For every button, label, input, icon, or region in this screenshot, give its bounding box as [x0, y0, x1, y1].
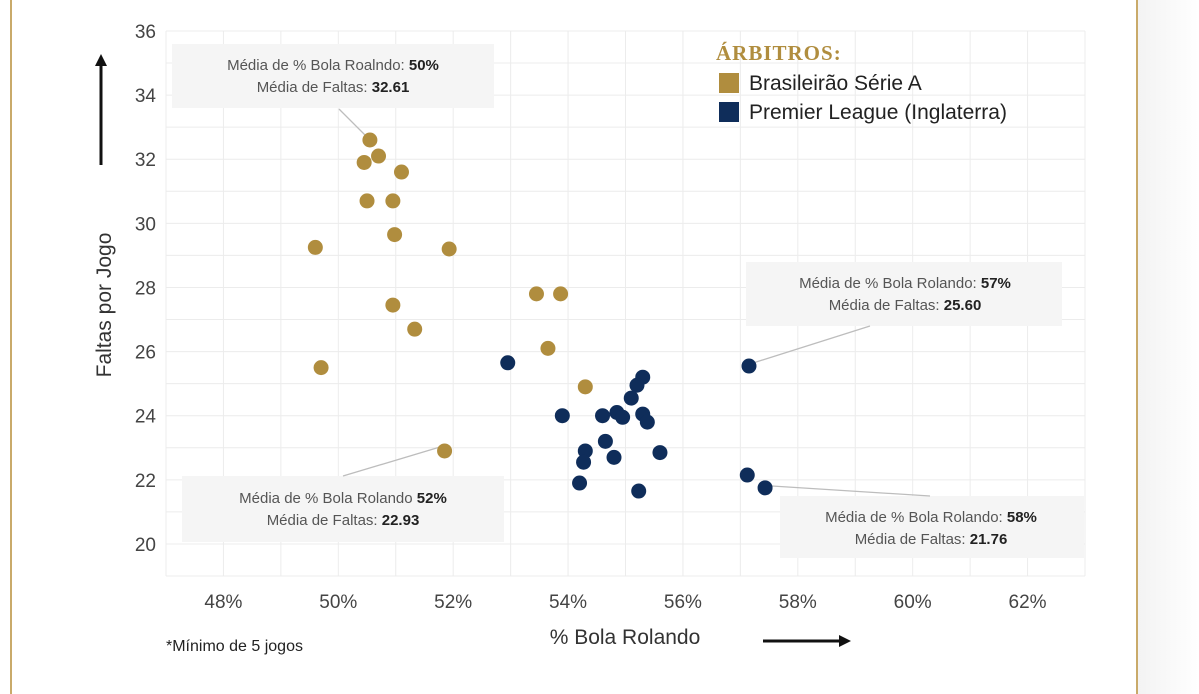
data-point-premier-league	[576, 454, 592, 470]
y-tick-label: 32	[135, 150, 156, 171]
annotation-line-1: Média de % Bola Rolando: 58%	[825, 509, 1037, 526]
annotation-line-2: Média de Faltas: 22.93	[267, 512, 420, 529]
data-point-brasileirao	[307, 239, 323, 255]
x-tick-label: 56%	[664, 592, 702, 613]
annotation-box	[780, 496, 1084, 558]
data-point-premier-league	[500, 355, 516, 371]
annotation-line-1: Média de % Bola Roalndo: 50%	[227, 57, 439, 74]
x-axis-title: % Bola Rolando	[550, 626, 701, 649]
y-axis-title: Faltas por Jogo	[93, 233, 116, 378]
y-tick-label: 20	[135, 535, 156, 556]
y-tick-label: 22	[135, 471, 156, 492]
y-tick-label: 24	[135, 407, 157, 428]
data-point-premier-league	[572, 475, 588, 491]
data-point-premier-league	[577, 443, 593, 459]
data-point-brasileirao	[387, 227, 403, 243]
x-tick-label: 62%	[1009, 592, 1047, 613]
legend-title: ÁRBITROS:	[716, 41, 842, 65]
data-point-premier-league	[554, 408, 570, 424]
data-point-brasileirao	[437, 443, 453, 459]
data-point-brasileirao	[540, 340, 556, 356]
legend-swatch-premier-league	[719, 102, 739, 122]
data-point-brasileirao	[356, 154, 372, 170]
annotation-line-2: Média de Faltas: 32.61	[257, 79, 410, 96]
data-point-premier-league	[606, 449, 622, 465]
annotation-brasileirao-top: Média de % Bola Roalndo: 50% Média de Fa…	[172, 44, 494, 137]
data-point-brasileirao	[313, 360, 329, 376]
data-point-premier-league	[739, 467, 755, 483]
annotation-leader-line	[342, 446, 441, 477]
data-point-brasileirao	[441, 241, 457, 257]
data-point-brasileirao	[577, 379, 593, 395]
data-point-premier-league	[595, 408, 611, 424]
annotation-brasileirao-bottom: Média de % Bola Rolando 52% Média de Fal…	[182, 446, 504, 542]
data-point-brasileirao	[371, 148, 387, 164]
y-tick-label: 26	[135, 343, 156, 364]
data-point-brasileirao	[385, 193, 401, 209]
data-point-premier-league	[623, 390, 639, 406]
data-point-premier-league	[629, 377, 645, 393]
data-point-premier-league	[757, 480, 773, 496]
data-point-brasileirao	[528, 286, 544, 302]
x-tick-label: 58%	[779, 592, 817, 613]
x-tick-label: 54%	[549, 592, 587, 613]
annotation-leader-line	[752, 325, 871, 364]
annotation-leader-line	[771, 485, 931, 497]
x-tick-label: 60%	[894, 592, 932, 613]
data-point-brasileirao	[362, 132, 378, 148]
x-tick-labels: 48% 50% 52% 54% 56% 58% 60% 62%	[204, 592, 1046, 613]
annotation-leader-line	[338, 108, 367, 137]
annotation-line-2: Média de Faltas: 21.76	[855, 531, 1008, 548]
annotation-line-1: Média de % Bola Rolando: 57%	[799, 275, 1011, 292]
annotation-line-1: Média de % Bola Rolando 52%	[239, 490, 447, 507]
data-point-premier-league	[631, 483, 647, 499]
data-point-brasileirao	[407, 321, 423, 337]
annotation-premier-top: Média de % Bola Rolando: 57% Média de Fa…	[746, 262, 1062, 364]
legend-label-premier-league: Premier League (Inglaterra)	[749, 101, 1007, 124]
frame-right-border	[1136, 0, 1138, 694]
legend: ÁRBITROS: Brasileirão Série A Premier Le…	[716, 41, 1007, 124]
y-tick-label: 28	[135, 278, 156, 299]
data-point-premier-league	[741, 358, 757, 374]
annotation-line-2: Média de Faltas: 25.60	[829, 297, 982, 314]
data-point-brasileirao	[359, 193, 375, 209]
y-tick-label: 34	[135, 86, 157, 107]
data-point-premier-league	[639, 414, 655, 430]
y-tick-label: 30	[135, 214, 156, 235]
y-tick-label: 36	[135, 22, 156, 43]
x-tick-label: 50%	[319, 592, 357, 613]
page-edge-shadow	[1138, 0, 1199, 694]
legend-swatch-brasileirao	[719, 73, 739, 93]
frame-left-border	[10, 0, 12, 694]
annotation-box	[182, 476, 504, 542]
x-tick-label: 52%	[434, 592, 472, 613]
legend-label-brasileirao: Brasileirão Série A	[749, 72, 922, 95]
data-points	[307, 132, 773, 499]
y-tick-labels: 20 22 24 26 28 30 32 34 36	[135, 22, 157, 556]
data-point-brasileirao	[385, 297, 401, 313]
data-point-premier-league	[615, 409, 631, 425]
annotation-premier-bottom: Média de % Bola Rolando: 58% Média de Fa…	[771, 485, 1084, 558]
data-point-brasileirao	[553, 286, 569, 302]
data-point-brasileirao	[393, 164, 409, 180]
data-point-premier-league	[652, 445, 668, 461]
footnote: *Mínimo de 5 jogos	[166, 638, 303, 655]
annotation-box	[746, 262, 1062, 326]
data-point-premier-league	[597, 433, 613, 449]
x-tick-label: 48%	[204, 592, 242, 613]
annotation-box	[172, 44, 494, 108]
